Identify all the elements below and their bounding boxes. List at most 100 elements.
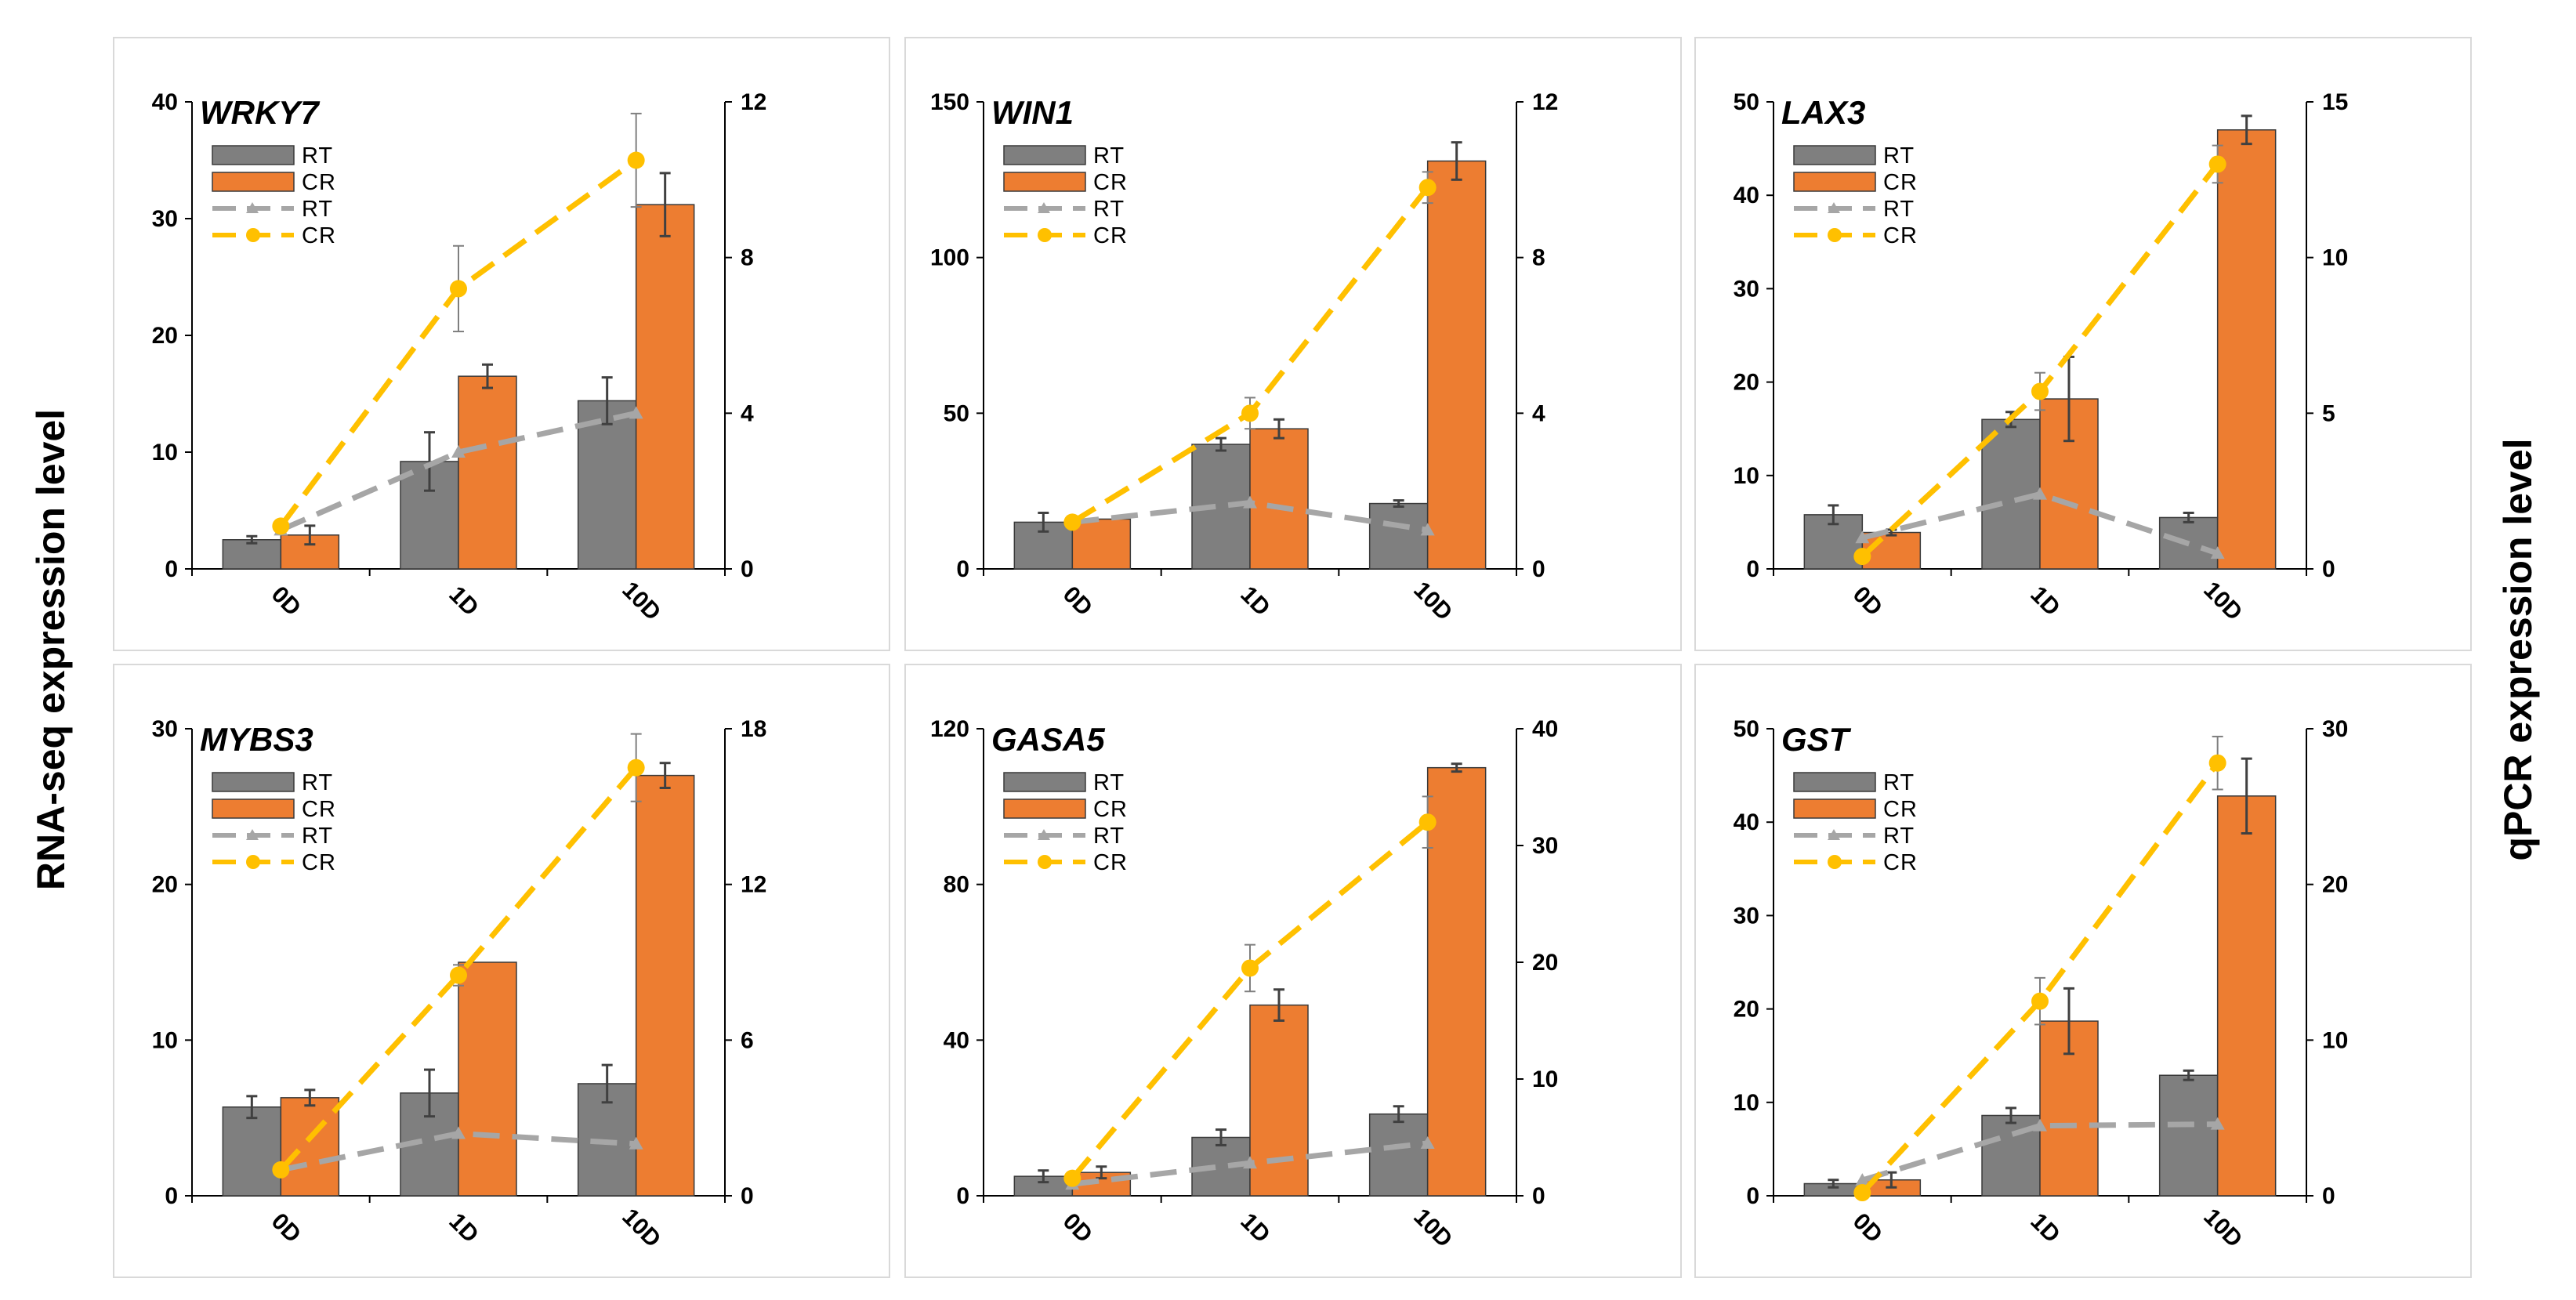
legend-label: CR <box>1883 797 1918 822</box>
right-axis-title: qPCR expression level <box>2496 438 2540 860</box>
legend-marker-cr <box>1828 855 1842 869</box>
right-tick-label: 8 <box>741 245 754 271</box>
bar-cr <box>2039 398 2099 570</box>
bar-cr <box>2039 1020 2099 1197</box>
bar-cr <box>1249 428 1309 570</box>
right-tick-label: 40 <box>1532 716 1558 742</box>
bar-cr <box>1249 1004 1309 1197</box>
left-tick-label: 20 <box>1734 370 1759 396</box>
panel-title: WRKY7 <box>200 94 320 131</box>
right-tick-label: 10 <box>2322 245 2348 271</box>
legend-label: CR <box>1093 850 1128 875</box>
left-tick-label: 40 <box>944 1027 969 1053</box>
bar-error-bar <box>1038 511 1049 533</box>
legend-label: CR <box>1883 223 1918 248</box>
right-tick-label: 10 <box>2322 1027 2348 1053</box>
right-tick-label: 20 <box>1532 950 1558 976</box>
left-tick-label: 150 <box>930 89 969 115</box>
panel-title: MYBS3 <box>200 721 313 758</box>
left-tick-label: 80 <box>944 872 969 898</box>
bar-error-bar <box>424 431 435 492</box>
right-tick-label: 30 <box>2322 716 2348 742</box>
right-tick-label: 4 <box>1532 400 1545 426</box>
bar-error-bar <box>601 1063 613 1104</box>
bar-rt <box>2158 1074 2219 1197</box>
right-tick-label: 30 <box>1532 833 1558 859</box>
bar-cr <box>635 774 695 1197</box>
legend-marker-cr <box>1828 228 1842 242</box>
bar-error-bar <box>2183 511 2194 523</box>
legend-label: CR <box>1093 170 1128 195</box>
line-point-rt <box>2033 487 2047 500</box>
line-point-cr <box>627 151 645 169</box>
right-tick-label: 0 <box>2322 556 2335 582</box>
line-point-rt <box>451 445 466 458</box>
line-point-cr <box>2031 992 2049 1010</box>
left-tick-label: 120 <box>930 716 969 742</box>
bar-rt <box>222 539 282 570</box>
legend-label: RT <box>1883 770 1915 795</box>
bar-error-bar <box>424 1068 435 1118</box>
bar-error-bar <box>304 1088 316 1107</box>
line-point-cr <box>2031 382 2049 400</box>
bar-cr <box>2216 795 2277 1197</box>
bar-cr <box>2216 129 2277 570</box>
legend-swatch-bar-cr <box>1793 798 1876 819</box>
right-tick-label: 8 <box>1532 245 1545 271</box>
left-tick-label: 20 <box>1734 997 1759 1023</box>
bar-error-bar <box>1216 1128 1226 1146</box>
right-tick-label: 20 <box>2322 872 2348 898</box>
bar-cr <box>280 1097 340 1197</box>
line-point-rt <box>629 1136 643 1150</box>
legend-swatch-bar-cr <box>212 172 295 192</box>
legend-swatch-bar-cr <box>1003 172 1086 192</box>
legend-swatch-bar-cr <box>212 798 295 819</box>
legend-label: CR <box>302 797 336 822</box>
line-point-cr <box>272 1161 290 1179</box>
line-point-rt <box>629 406 643 419</box>
line-point-cr <box>272 517 290 535</box>
legend-label: RT <box>302 824 333 849</box>
legend-label: CR <box>1093 223 1128 248</box>
left-tick-label: 50 <box>1734 716 1759 742</box>
left-tick-label: 40 <box>1734 809 1759 835</box>
right-tick-label: 4 <box>741 400 754 426</box>
bar-error-bar <box>246 534 258 545</box>
line-point-rt <box>1243 1156 1257 1169</box>
legend-marker-cr <box>246 855 260 869</box>
bar-cr <box>1426 766 1487 1197</box>
legend-marker-cr <box>1038 855 1052 869</box>
line-point-cr <box>2208 754 2226 772</box>
line-point-rt <box>1420 523 1435 536</box>
line-point-cr <box>1853 548 1871 566</box>
bar-rt <box>222 1106 282 1197</box>
right-tick-label: 15 <box>2322 89 2348 115</box>
right-tick-label: 0 <box>1532 1183 1545 1209</box>
bar-error-bar <box>2005 1106 2016 1124</box>
legend-label: RT <box>1093 770 1125 795</box>
legend-swatch-bar-cr <box>1003 798 1086 819</box>
legend-label: CR <box>1883 170 1918 195</box>
bar-cr <box>458 961 517 1197</box>
left-tick-label: 0 <box>956 1183 969 1209</box>
line-point-rt <box>451 1126 466 1139</box>
legend-label: RT <box>1093 143 1125 168</box>
bar-error-bar <box>1393 499 1404 509</box>
bar-error-bar <box>601 376 613 425</box>
legend-marker-rt <box>1038 829 1050 840</box>
line-point-rt <box>2033 1118 2047 1132</box>
legend-swatch-bar-rt <box>212 145 295 165</box>
bar-error-bar <box>1096 1165 1107 1180</box>
bar-cr <box>635 204 695 570</box>
line-rt <box>279 410 637 533</box>
bar-rt <box>577 400 637 570</box>
